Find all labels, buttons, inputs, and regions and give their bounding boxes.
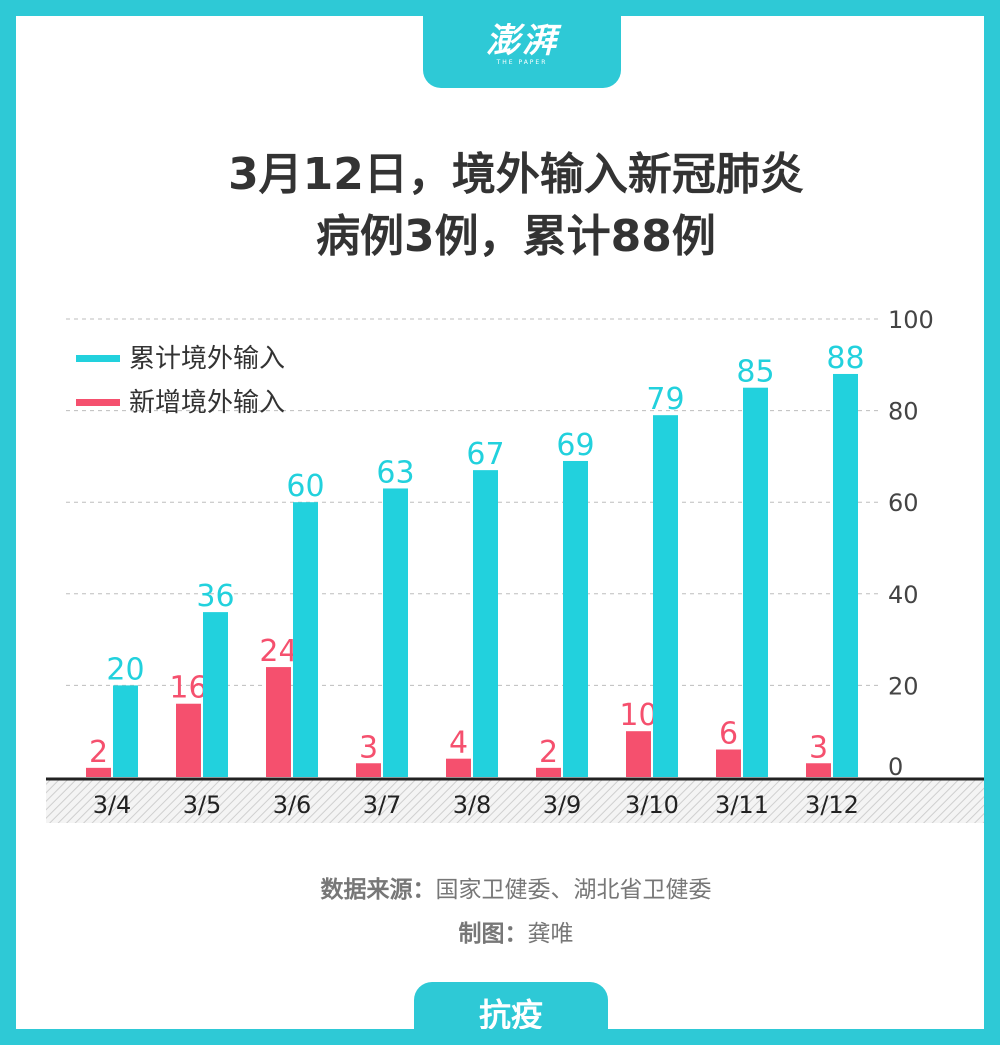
cumulative-bar-label: 60 [286, 469, 324, 504]
source-line: 数据来源：国家卫健委、湖北省卫健委 [16, 868, 984, 912]
cumulative-bar [743, 387, 768, 777]
new-bar-label: 16 [169, 671, 207, 706]
x-tick-label: 3/10 [625, 791, 679, 819]
cumulative-bar [113, 685, 138, 777]
new-bar-label: 3 [809, 730, 828, 765]
x-tick-label: 3/7 [363, 791, 402, 819]
cumulative-bar [563, 460, 588, 777]
cumulative-bar-label: 88 [826, 341, 864, 376]
new-bar [446, 758, 471, 777]
x-tick-label: 3/9 [543, 791, 582, 819]
new-bar [626, 731, 651, 777]
bottom-tab: 抗疫 [414, 982, 608, 1034]
new-bar-label: 6 [719, 717, 738, 752]
bottom-tab-label: 抗疫 [478, 996, 543, 1034]
title-line-1: 3月12日，境外输入新冠肺炎 [228, 149, 804, 200]
x-axis-band [46, 780, 984, 823]
cumulative-bar-label: 20 [106, 652, 144, 687]
y-tick-label: 40 [888, 581, 919, 609]
new-bar-label: 2 [89, 735, 108, 770]
new-bar-label: 2 [539, 735, 558, 770]
legend-swatch [76, 399, 120, 406]
author-label: 制图： [458, 921, 528, 947]
x-tick-label: 3/6 [273, 791, 312, 819]
y-tick-label: 0 [888, 753, 903, 781]
x-tick-label: 3/5 [183, 791, 222, 819]
legend-label: 新增境外输入 [129, 388, 285, 418]
y-tick-label: 80 [888, 398, 919, 426]
cumulative-bar [203, 612, 228, 777]
y-tick-label: 100 [888, 306, 934, 334]
cumulative-bar [473, 470, 498, 777]
cumulative-bar-label: 36 [196, 579, 234, 614]
new-bar-label: 4 [449, 726, 468, 761]
cumulative-bar-label: 67 [466, 437, 504, 472]
footer: 数据来源：国家卫健委、湖北省卫健委 制图：龚唯 [16, 868, 984, 956]
cumulative-bar-label: 69 [556, 428, 594, 463]
new-bar [806, 763, 831, 777]
legend-swatch [76, 355, 120, 362]
new-bar [716, 749, 741, 777]
new-bar [536, 767, 561, 777]
new-bar-label: 24 [259, 634, 297, 669]
x-tick-label: 3/12 [805, 791, 859, 819]
cumulative-bar [293, 502, 318, 777]
title-line-2: 病例3例，累计88例 [316, 211, 716, 262]
cumulative-bar-label: 85 [736, 355, 774, 390]
source-value: 国家卫健委、湖北省卫健委 [435, 877, 712, 903]
x-tick-label: 3/4 [93, 791, 132, 819]
new-bar [356, 763, 381, 777]
new-bar-label: 10 [619, 698, 657, 733]
new-bar-label: 3 [359, 730, 378, 765]
cumulative-bar [383, 488, 408, 777]
x-tick-label: 3/8 [453, 791, 492, 819]
new-bar [176, 703, 201, 777]
source-label: 数据来源： [320, 877, 436, 903]
logo-tab: 澎湃 THE PAPER [423, 16, 621, 88]
legend-label: 累计境外输入 [129, 344, 285, 374]
author-line: 制图：龚唯 [16, 912, 984, 956]
logo: 澎湃 [486, 21, 558, 61]
chart-title: 3月12日，境外输入新冠肺炎 病例3例，累计88例 [76, 144, 956, 268]
cumulative-bar [653, 415, 678, 777]
logo-subtext: THE PAPER [496, 59, 548, 66]
y-tick-label: 20 [888, 672, 919, 700]
author-value: 龚唯 [527, 921, 574, 947]
new-bar [266, 667, 291, 777]
cumulative-bar [833, 373, 858, 777]
cumulative-bar-label: 79 [646, 382, 684, 417]
cumulative-bar-label: 63 [376, 455, 414, 490]
y-tick-label: 60 [888, 489, 919, 517]
new-bar [86, 767, 111, 777]
x-tick-label: 3/11 [715, 791, 769, 819]
